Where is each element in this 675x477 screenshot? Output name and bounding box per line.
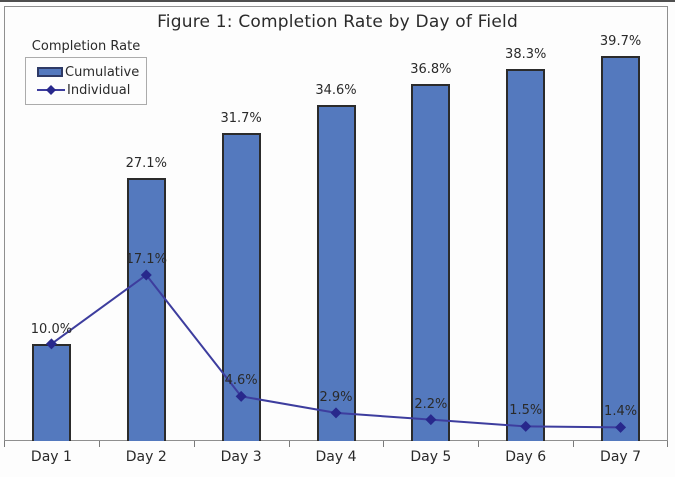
bar-day-1 (31, 343, 71, 441)
x-axis-label: Day 6 (505, 449, 547, 465)
line-diamond-swatch-icon (37, 85, 65, 95)
bar-day-7 (601, 55, 641, 441)
bar-day-5 (411, 83, 451, 441)
line-value-label: 2.9% (319, 389, 353, 405)
plot-area: 10.0% 27.1% 17.1% 31.7% 4.6% 34.6% 2.9% 36.8% 2.… (4, 6, 668, 441)
bar-day-4 (316, 105, 356, 441)
bar-value-label: 36.8% (410, 61, 452, 77)
x-axis-tick (4, 441, 5, 447)
x-axis-label: Day 2 (125, 449, 167, 465)
line-value-label: 1.5% (509, 403, 543, 419)
line-value-label: 17.1% (125, 251, 167, 267)
legend-label-cumulative: Cumulative (65, 64, 140, 80)
individual-marker (425, 414, 437, 426)
individual-marker (140, 269, 152, 281)
legend-item-individual: Individual (26, 84, 146, 97)
x-axis-label: Day 5 (410, 449, 452, 465)
individual-marker (615, 421, 627, 433)
bar-value-label: 34.6% (315, 83, 357, 99)
bar-swatch-icon (37, 67, 63, 77)
bar-value-label: 38.3% (505, 47, 547, 63)
line-value-label: 1.4% (604, 404, 638, 420)
legend: Cumulative Individual (25, 57, 147, 105)
bar-day-6 (506, 69, 546, 441)
x-axis-label: Day 1 (30, 449, 72, 465)
x-axis-label: Day 4 (315, 449, 357, 465)
x-axis-tick (478, 441, 480, 447)
bar-value-label: 31.7% (220, 111, 262, 127)
legend-label-individual: Individual (67, 82, 131, 98)
x-axis-tick (573, 441, 575, 447)
bar-day-3 (221, 133, 261, 441)
legend-item-cumulative: Cumulative (26, 66, 146, 79)
top-border-line (0, 0, 675, 2)
bar-day-2 (126, 177, 166, 441)
x-axis-tick (667, 441, 668, 447)
chart-title: Figure 1: Completion Rate by Day of Fiel… (157, 12, 518, 32)
x-axis-label: Day 7 (600, 449, 642, 465)
x-axis-tick (193, 441, 195, 447)
x-axis-tick (383, 441, 385, 447)
bar-value-label: 10.0% (30, 321, 73, 337)
x-axis-tick (288, 441, 290, 447)
line-value-label: 4.6% (224, 373, 258, 389)
individual-marker (330, 407, 342, 419)
x-axis-tick (98, 441, 100, 447)
individual-line-overlay (45, 269, 627, 433)
x-axis-label: Day 3 (220, 449, 262, 465)
bar-value-label: 39.7% (599, 33, 642, 49)
line-value-label: 2.2% (414, 396, 448, 412)
individual-marker (520, 420, 532, 432)
individual-marker (235, 390, 247, 402)
legend-title: Completion Rate (31, 39, 141, 54)
individual-marker (45, 338, 57, 350)
bar-value-label: 27.1% (125, 155, 167, 171)
